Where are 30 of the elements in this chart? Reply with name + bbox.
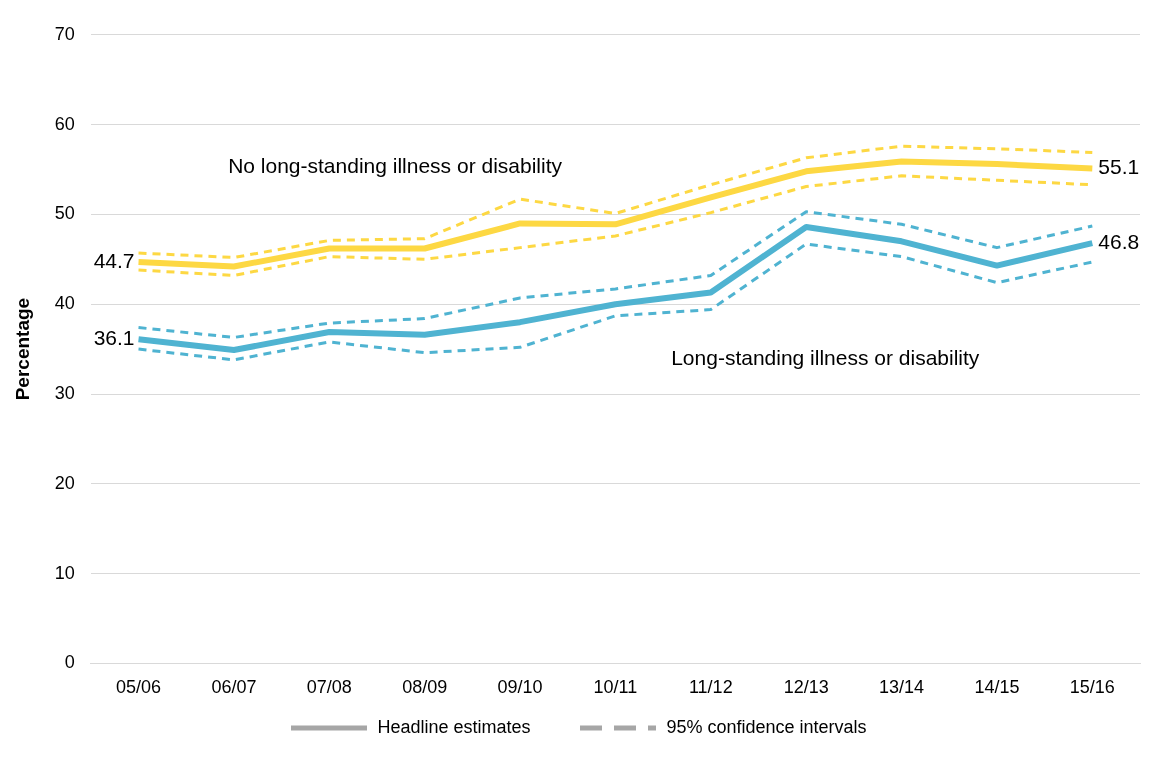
x-tick-label: 11/12 bbox=[688, 677, 733, 698]
y-tick-label: 50 bbox=[54, 203, 75, 224]
y-tick-label: 40 bbox=[54, 293, 75, 314]
text: No long-standing illness or disability bbox=[228, 153, 563, 177]
x-tick-label: 09/10 bbox=[497, 677, 543, 698]
x-tick-label: 15/16 bbox=[1069, 677, 1115, 698]
y-tick-label: 0 bbox=[64, 652, 75, 673]
y-axis-title: Percentage bbox=[11, 297, 33, 401]
x-tick-label: 07/08 bbox=[306, 677, 352, 698]
y-tick-label: 30 bbox=[54, 382, 75, 403]
line-series bbox=[137, 210, 1094, 339]
text: Long-standing illness or disability bbox=[671, 345, 980, 369]
data-label: 46.8 bbox=[1098, 229, 1140, 253]
y-tick-label: 70 bbox=[54, 23, 75, 44]
y-tick-label: 60 bbox=[54, 113, 75, 134]
data-label: 44.7 bbox=[93, 248, 135, 272]
y-tick-label: 10 bbox=[54, 562, 75, 583]
data-label: 36.1 bbox=[93, 326, 135, 350]
x-tick-label: 14/15 bbox=[974, 677, 1020, 698]
x-tick-label: 12/13 bbox=[783, 677, 829, 698]
text: Headline estimates bbox=[377, 717, 531, 738]
x-tick-label: 08/09 bbox=[402, 677, 448, 698]
data-label: 55.1 bbox=[1098, 155, 1140, 179]
line-series bbox=[137, 144, 1094, 259]
x-tick-label: 10/11 bbox=[593, 677, 638, 698]
x-tick-label: 05/06 bbox=[115, 677, 162, 698]
x-tick-label: 06/07 bbox=[211, 677, 257, 698]
y-tick-label: 20 bbox=[54, 472, 75, 493]
text: 95% confidence intervals bbox=[666, 717, 867, 738]
x-tick-label: 13/14 bbox=[879, 677, 925, 698]
